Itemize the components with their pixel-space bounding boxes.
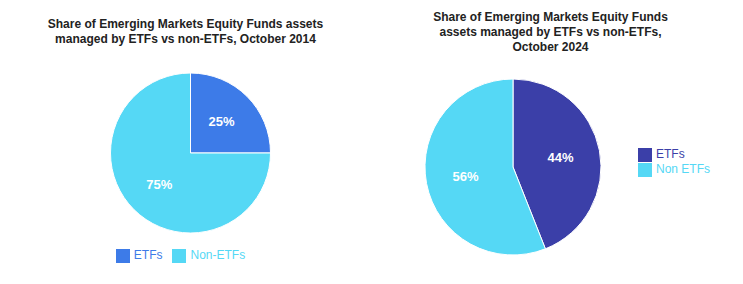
svg-text:75%: 75% (146, 177, 172, 192)
svg-text:56%: 56% (452, 169, 478, 184)
html-text:Share of Emerging Markets Equi: Share of Emerging Markets Equity Funds a… (47, 17, 324, 46)
html-text:ETFs: ETFs (656, 147, 685, 162)
html-text:ETFs: ETFs (133, 248, 163, 263)
html-text:Non ETFs: Non ETFs (656, 162, 710, 176)
svg-text:44%: 44% (548, 150, 574, 165)
html-text:Non-ETFs: Non-ETFs (190, 248, 246, 263)
html-text:Share of Emerging Markets Equi: Share of Emerging Markets Equity Funds a… (433, 9, 668, 54)
svg-text:25%: 25% (209, 114, 235, 129)
